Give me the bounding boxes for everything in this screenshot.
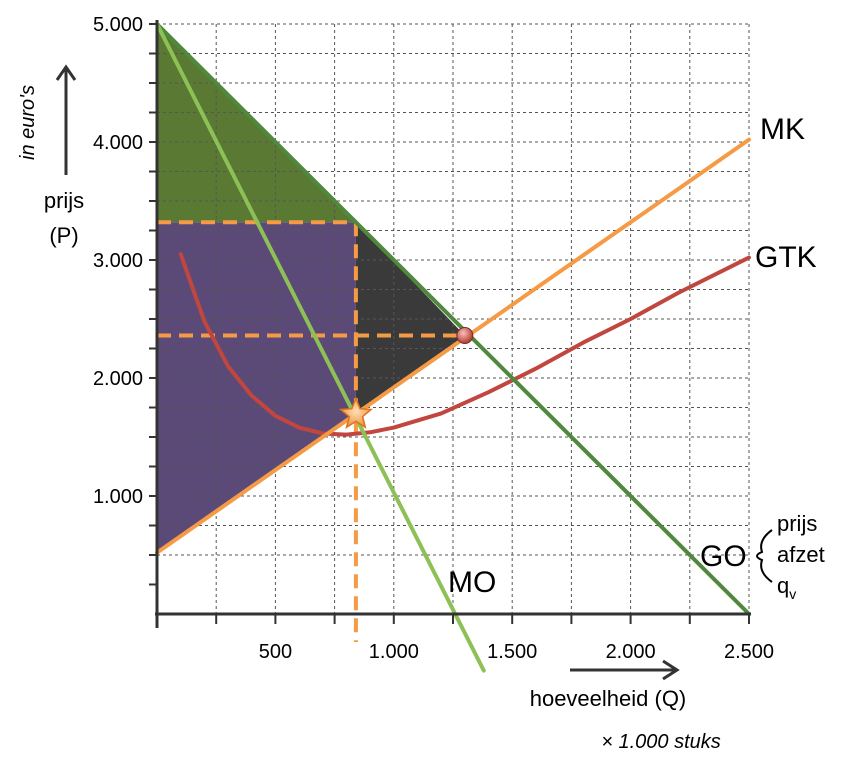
x-tick-label: 1.000 <box>369 641 419 663</box>
x-tick-label: 1.500 <box>487 641 537 663</box>
x-unit-note: × 1.000 stuks <box>601 731 721 753</box>
curves <box>155 22 751 673</box>
y-axis-label-symbol: (P) <box>49 223 78 248</box>
mo-label: MO <box>448 566 496 599</box>
curve-mk <box>155 137 751 555</box>
x-tick-label: 500 <box>259 641 292 663</box>
y-unit-note: in euro's <box>17 85 39 160</box>
y-arrow <box>55 64 77 175</box>
curve-gtk <box>178 252 751 437</box>
profit-max-star-icon <box>338 396 374 429</box>
go-brace-item-qv: qv <box>777 573 796 602</box>
markers <box>338 327 474 429</box>
go-brace-item-afzet: afzet <box>777 542 825 567</box>
shaded-areas <box>157 24 465 553</box>
gtk-label: GTK <box>755 241 817 274</box>
curve-mo <box>155 22 486 673</box>
welfare-loss-area <box>355 222 465 414</box>
y-tick-label: 3.000 <box>93 250 143 272</box>
y-tick-label: 2.000 <box>93 368 143 390</box>
x-tick-label: 2.500 <box>724 641 774 663</box>
producer-surplus-area <box>157 222 356 553</box>
go-label: GO <box>700 540 747 573</box>
x-axis-label: hoeveelheid (Q) <box>530 686 687 711</box>
y-tick-label: 5.000 <box>93 14 143 36</box>
x-arrow <box>570 659 680 681</box>
curve-go <box>155 22 751 616</box>
x-tick-label: 2.000 <box>606 641 656 663</box>
go-brace <box>756 529 773 583</box>
go-brace-item-prijs: prijs <box>777 511 817 536</box>
axes: 1.000 2.000 3.000 4.000 5.000 500 1.000 1.500 2.… <box>93 14 774 663</box>
y-tick-label: 1.000 <box>93 486 143 508</box>
intersection-point <box>456 327 474 345</box>
mk-label: MK <box>760 113 805 146</box>
y-tick-label: 4.000 <box>93 132 143 154</box>
y-axis-label: prijs <box>44 188 84 213</box>
